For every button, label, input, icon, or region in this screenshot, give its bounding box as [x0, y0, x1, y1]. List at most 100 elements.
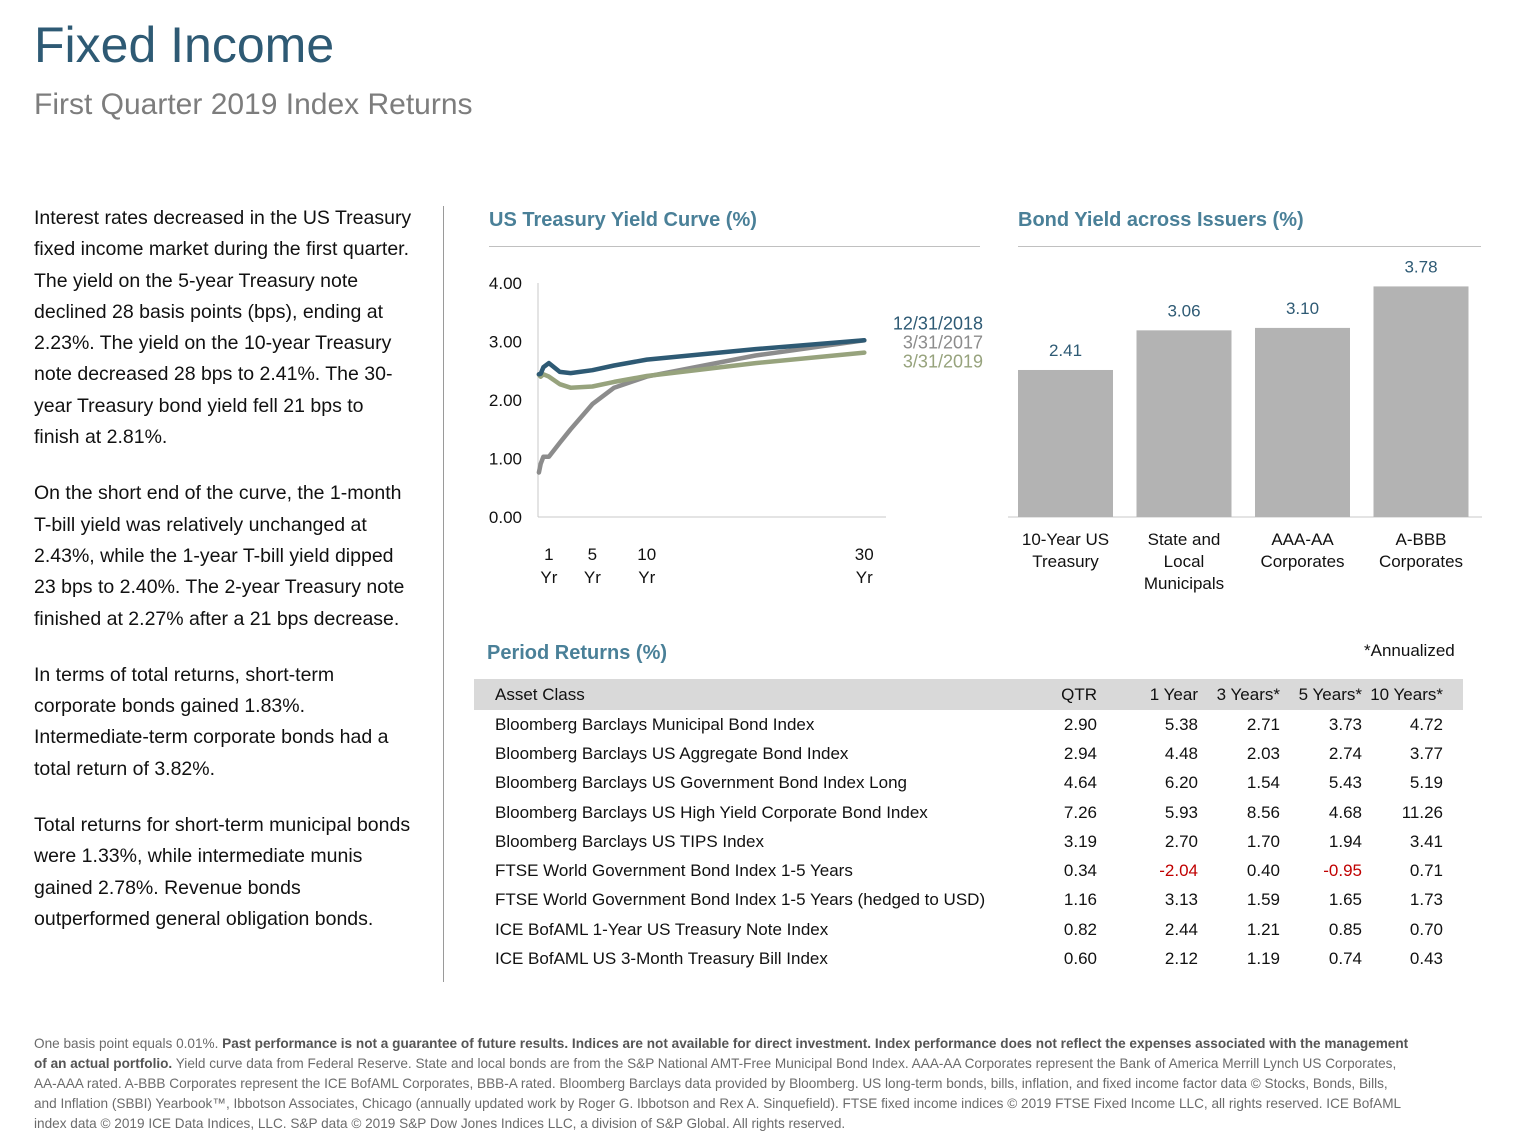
10-years-cell: 11.26	[1401, 802, 1443, 822]
category-label: Municipals	[1144, 574, 1224, 593]
3-years-cell: 8.56	[1246, 802, 1280, 822]
3-years-cell: 0.40	[1246, 861, 1280, 881]
1-year-cell: 5.38	[1164, 714, 1198, 734]
table-row: Bloomberg Barclays US TIPS Index 3.19 2.70…	[474, 827, 1463, 856]
asset-class-cell: FTSE World Government Bond Index 1-5 Yea…	[495, 861, 853, 881]
y-tick-label: 4.00	[489, 274, 522, 293]
qtr-cell: 1.16	[1063, 890, 1097, 910]
asset-class-cell: Bloomberg Barclays US TIPS Index	[495, 831, 764, 851]
1-year-cell: -2.04	[1159, 861, 1198, 881]
category-label: Treasury	[1032, 552, 1099, 571]
10-years-cell: 0.71	[1409, 861, 1443, 881]
10-years-cell: 3.77	[1409, 743, 1443, 763]
y-tick-label: 3.00	[489, 333, 522, 352]
commentary-paragraph: Interest rates decreased in the US Treas…	[34, 207, 412, 449]
10-years-cell: 5.19	[1409, 773, 1443, 793]
page-subtitle: First Quarter 2019 Index Returns	[34, 88, 473, 121]
bar	[1018, 369, 1113, 517]
table-row: Bloomberg Barclays Municipal Bond Index 2…	[474, 710, 1463, 739]
yield-curve-rule	[489, 246, 980, 247]
1-year-cell: 6.20	[1164, 773, 1198, 793]
commentary-paragraph: On the short end of the curve, the 1-mon…	[34, 482, 405, 630]
table-row: ICE BofAML 1-Year US Treasury Note Index…	[474, 915, 1463, 944]
table-row: FTSE World Government Bond Index 1-5 Yea…	[474, 886, 1463, 915]
annualized-note: *Annualized	[1364, 641, 1455, 660]
5-years-cell: 1.94	[1328, 831, 1362, 851]
3-years-cell: 1.19	[1246, 949, 1280, 969]
x-tick-label: 10	[637, 545, 656, 564]
category-label: 10-Year US	[1022, 530, 1109, 549]
bar-value-label: 3.78	[1404, 257, 1437, 276]
series-line	[536, 338, 867, 475]
10-years-cell: 0.70	[1409, 919, 1443, 939]
3-years-cell: 1.21	[1246, 919, 1280, 939]
table-row: Bloomberg Barclays US High Yield Corpora…	[474, 798, 1463, 827]
qtr-cell: 2.90	[1063, 714, 1097, 734]
3-years-cell: 2.71	[1246, 714, 1280, 734]
table-row: FTSE World Government Bond Index 1-5 Yea…	[474, 856, 1463, 885]
qtr-cell: 4.64	[1063, 773, 1097, 793]
1-year-cell: 2.12	[1164, 949, 1198, 969]
footer-sources: Yield curve data from Federal Reserve. S…	[34, 1056, 1401, 1131]
footer-lead: One basis point equals 0.01%.	[34, 1036, 223, 1051]
category-label: Local	[1164, 552, 1205, 571]
bar-value-label: 3.06	[1167, 301, 1200, 320]
footer-bold-disclaimer: Past performance is not a guarantee of f…	[34, 1036, 1409, 1071]
asset-class-cell: Bloomberg Barclays US High Yield Corpora…	[495, 802, 928, 822]
y-tick-label: 2.00	[489, 391, 522, 410]
5-years-cell: 0.85	[1328, 919, 1362, 939]
bar-value-label: 3.10	[1286, 299, 1319, 318]
3-years-cell: 1.59	[1246, 890, 1280, 910]
series-label: 3/31/2019	[903, 352, 983, 372]
column-header-3-years: 3 Years*	[1198, 679, 1280, 710]
asset-class-cell: FTSE World Government Bond Index 1-5 Yea…	[495, 890, 986, 910]
1-year-cell: 2.44	[1164, 919, 1198, 939]
5-years-cell: 2.74	[1328, 743, 1362, 763]
qtr-cell: 3.19	[1063, 831, 1097, 851]
x-tick-label: 5	[588, 545, 597, 564]
column-header-5-years: 5 Years*	[1280, 679, 1362, 710]
10-years-cell: 4.72	[1409, 714, 1443, 734]
category-label: State and	[1148, 530, 1221, 549]
column-divider	[443, 206, 444, 982]
column-header-asset-class: Asset Class	[474, 679, 1017, 710]
qtr-cell: 7.26	[1063, 802, 1097, 822]
column-header-10-years: 10 Years*	[1362, 679, 1463, 710]
series-line	[536, 338, 867, 377]
qtr-cell: 0.82	[1063, 919, 1097, 939]
asset-class-cell: Bloomberg Barclays Municipal Bond Index	[495, 714, 815, 734]
commentary-paragraph: Total returns for short-term municipal b…	[34, 814, 411, 930]
bar	[1136, 330, 1232, 517]
table-row: Bloomberg Barclays US Government Bond In…	[474, 769, 1463, 798]
period-returns-title: Period Returns (%)	[487, 642, 668, 664]
yield-curve-title: US Treasury Yield Curve (%)	[489, 209, 757, 231]
series-label: 12/31/2018	[893, 313, 983, 333]
category-label: Corporates	[1379, 552, 1463, 571]
x-tick-label: 1	[544, 545, 553, 564]
commentary: Interest rates decreased in the US Treas…	[34, 203, 414, 960]
bond-yield-title: Bond Yield across Issuers (%)	[1018, 209, 1304, 231]
column-header-qtr: QTR	[1017, 679, 1121, 710]
10-years-cell: 0.43	[1409, 949, 1443, 969]
asset-class-cell: ICE BofAML 1-Year US Treasury Note Index	[495, 919, 829, 939]
1-year-cell: 4.48	[1164, 743, 1198, 763]
asset-class-cell: Bloomberg Barclays US Aggregate Bond Ind…	[495, 743, 849, 763]
3-years-cell: 2.03	[1246, 743, 1280, 763]
table-row: Bloomberg Barclays US Aggregate Bond Ind…	[474, 739, 1463, 768]
1-year-cell: 2.70	[1164, 831, 1198, 851]
3-years-cell: 1.54	[1246, 773, 1280, 793]
table-row: ICE BofAML US 3-Month Treasury Bill Inde…	[474, 944, 1463, 973]
series-label: 3/31/2017	[903, 332, 983, 352]
column-header-1-year: 1 Year	[1121, 679, 1198, 710]
bar	[1255, 327, 1350, 517]
x-tick-label: Yr	[540, 568, 557, 587]
y-tick-label: 1.00	[489, 450, 522, 469]
y-tick-label: 0.00	[489, 508, 522, 527]
asset-class-cell: Bloomberg Barclays US Government Bond In…	[495, 773, 908, 793]
10-years-cell: 3.41	[1409, 831, 1443, 851]
category-label: Corporates	[1260, 552, 1344, 571]
footer-disclosure: One basis point equals 0.01%. Past perfo…	[34, 1034, 1414, 1134]
1-year-cell: 3.13	[1164, 890, 1198, 910]
5-years-cell: 4.68	[1328, 802, 1362, 822]
x-tick-label: Yr	[638, 568, 655, 587]
